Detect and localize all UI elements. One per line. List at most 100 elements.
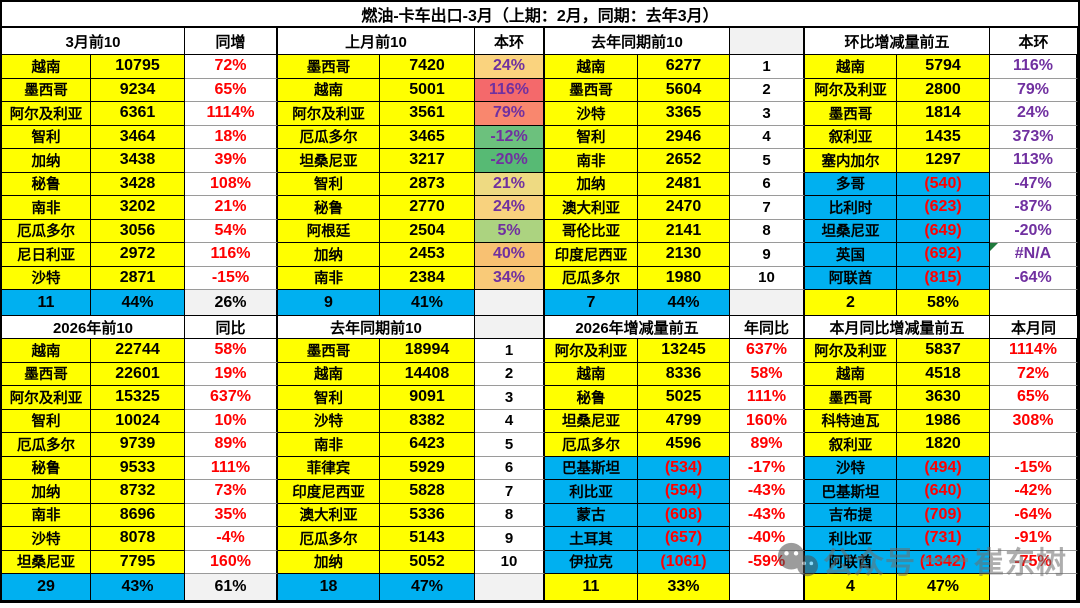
stat-cell: 116%: [990, 55, 1078, 79]
country-cell: 越南: [805, 362, 897, 386]
country-cell: 巴基斯坦: [805, 480, 897, 504]
footer-cell: [990, 290, 1078, 316]
value-cell: 4518: [897, 362, 990, 386]
value-cell: 5604: [638, 78, 730, 102]
stat-cell: 111%: [185, 456, 278, 480]
stat-cell: 40%: [475, 243, 545, 267]
country-cell: 加纳: [278, 243, 380, 267]
stat-cell: -15%: [185, 266, 278, 290]
stat-cell: 24%: [475, 55, 545, 79]
value-cell: 8732: [91, 480, 185, 504]
country-cell: 加纳: [2, 480, 91, 504]
country-cell: 沙特: [545, 102, 638, 126]
column-header-lastmonth-top10: 上月前10: [278, 28, 475, 55]
country-cell: 秘鲁: [278, 196, 380, 220]
country-cell: 墨西哥: [278, 55, 380, 79]
country-cell: 英国: [805, 243, 897, 267]
value-cell: 3202: [91, 196, 185, 220]
value-cell: 9234: [91, 78, 185, 102]
value-cell: 5929: [380, 456, 475, 480]
stat-cell: 5: [730, 149, 805, 173]
sheet-title: 燃油-卡车出口-3月（上期：2月，同期：去年3月）: [2, 2, 1078, 28]
stat-cell: #N/A: [990, 243, 1078, 267]
country-cell: 秘鲁: [2, 172, 91, 196]
value-cell: 5794: [897, 55, 990, 79]
stat-cell: -12%: [475, 125, 545, 149]
stat-cell: 1114%: [990, 339, 1078, 363]
country-cell: 土耳其: [545, 527, 638, 551]
stat-cell: 113%: [990, 149, 1078, 173]
value-cell: 5828: [380, 480, 475, 504]
country-cell: 加纳: [2, 149, 91, 173]
country-cell: 坦桑尼亚: [278, 149, 380, 173]
stat-cell: 1: [730, 55, 805, 79]
country-cell: 比利时: [805, 196, 897, 220]
country-cell: 印度尼西亚: [545, 243, 638, 267]
stat-cell: 35%: [185, 503, 278, 527]
footer-cell: 41%: [380, 290, 475, 316]
country-cell: 阿根廷: [278, 219, 380, 243]
country-cell: 阿尔及利亚: [545, 339, 638, 363]
value-cell: 8696: [91, 503, 185, 527]
country-cell: 加纳: [545, 172, 638, 196]
footer-cell: 18: [278, 574, 380, 601]
value-cell: 3438: [91, 149, 185, 173]
column-header-blank-2: [475, 316, 545, 339]
stat-cell: -15%: [990, 456, 1078, 480]
value-cell: 18994: [380, 339, 475, 363]
stat-cell: 308%: [990, 409, 1078, 433]
country-cell: 越南: [545, 55, 638, 79]
country-cell: 墨西哥: [2, 362, 91, 386]
stat-cell: -17%: [730, 456, 805, 480]
value-cell: (640): [897, 480, 990, 504]
value-cell: 5052: [380, 550, 475, 574]
stat-cell: 3: [730, 102, 805, 126]
stat-cell: 79%: [475, 102, 545, 126]
value-cell: (608): [638, 503, 730, 527]
country-cell: 厄瓜多尔: [278, 125, 380, 149]
footer-cell: 2: [805, 290, 897, 316]
country-cell: 阿尔及利亚: [805, 78, 897, 102]
footer-cell: [730, 290, 805, 316]
value-cell: 2800: [897, 78, 990, 102]
value-cell: 22601: [91, 362, 185, 386]
value-cell: 2770: [380, 196, 475, 220]
country-cell: 尼日利亚: [2, 243, 91, 267]
stat-cell: 58%: [730, 362, 805, 386]
stat-cell: 116%: [185, 243, 278, 267]
country-cell: 越南: [2, 339, 91, 363]
value-cell: 9739: [91, 433, 185, 457]
value-cell: 3428: [91, 172, 185, 196]
stat-cell: 65%: [185, 78, 278, 102]
stat-cell: 160%: [185, 550, 278, 574]
country-cell: 叙利亚: [805, 433, 897, 457]
value-cell: 2384: [380, 266, 475, 290]
country-cell: 吉布提: [805, 503, 897, 527]
stat-cell: 4: [475, 409, 545, 433]
value-cell: 2946: [638, 125, 730, 149]
stat-cell: 108%: [185, 172, 278, 196]
country-cell: 沙特: [805, 456, 897, 480]
value-cell: 1820: [897, 433, 990, 457]
stat-cell: 1114%: [185, 102, 278, 126]
country-cell: 智利: [278, 172, 380, 196]
stat-cell: -64%: [990, 503, 1078, 527]
column-header-lastyear-top10: 去年同期前10: [545, 28, 730, 55]
stat-cell: 24%: [990, 102, 1078, 126]
footer-cell: 4: [805, 574, 897, 601]
stat-cell: 9: [475, 527, 545, 551]
country-cell: 沙特: [2, 527, 91, 551]
stat-cell: 54%: [185, 219, 278, 243]
stat-cell: -20%: [990, 219, 1078, 243]
value-cell: 5837: [897, 339, 990, 363]
stat-cell: 89%: [730, 433, 805, 457]
value-cell: 10795: [91, 55, 185, 79]
country-cell: 坦桑尼亚: [545, 409, 638, 433]
value-cell: 2453: [380, 243, 475, 267]
column-header-month-yoy: 本月同: [990, 316, 1078, 339]
value-cell: 2652: [638, 149, 730, 173]
column-header-2026-delta-top5: 2026年增减量前五: [545, 316, 730, 339]
value-cell: 3056: [91, 219, 185, 243]
stat-cell: 9: [730, 243, 805, 267]
